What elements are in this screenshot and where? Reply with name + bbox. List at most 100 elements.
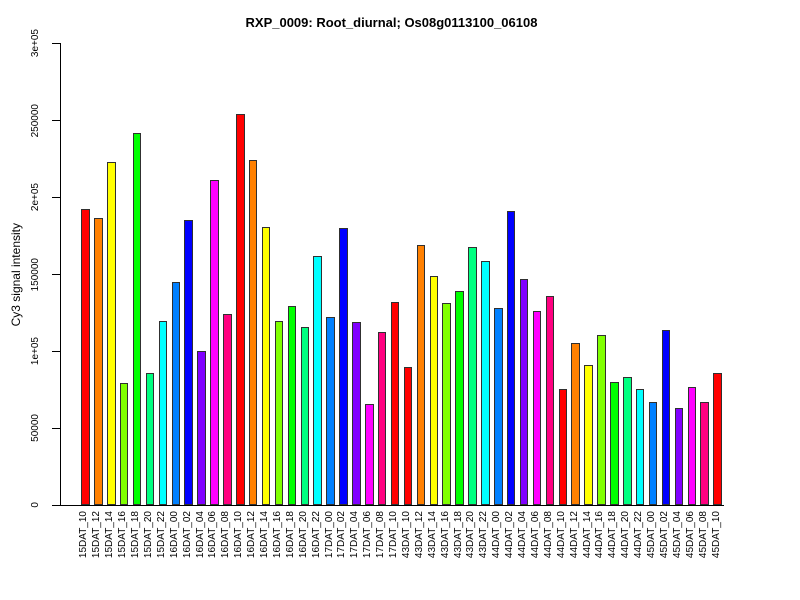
x-tick-label: 16DAT_16 — [271, 511, 283, 559]
bar — [81, 209, 90, 505]
bar — [623, 377, 632, 505]
x-tick-label: 44DAT_16 — [594, 511, 606, 559]
x-tick-label: 17DAT_08 — [375, 511, 387, 559]
x-tick-label: 45DAT_00 — [646, 511, 658, 559]
bar — [287, 306, 297, 505]
x-tick-label: 44DAT_08 — [542, 511, 554, 559]
x-tick-label: 43DAT_16 — [439, 511, 451, 559]
x-tick-label: 43DAT_18 — [452, 511, 464, 559]
bar — [236, 114, 245, 505]
x-tick-label: 17DAT_02 — [336, 511, 348, 559]
x-tick-label: 16DAT_14 — [259, 511, 271, 559]
bar — [468, 246, 477, 505]
y-tick-mark — [52, 350, 60, 352]
x-tick-label: 15DAT_18 — [130, 511, 142, 559]
x-tick-label: 16DAT_12 — [246, 511, 258, 559]
bar — [390, 301, 400, 505]
bar — [300, 326, 309, 505]
y-tick-label: 1e+05 — [30, 337, 41, 366]
y-tick-label: 150000 — [30, 257, 41, 291]
x-tick-label: 45DAT_04 — [671, 511, 683, 559]
x-tick-label: 16DAT_08 — [220, 511, 232, 559]
bar — [132, 133, 142, 505]
bar — [648, 401, 658, 505]
bar — [94, 218, 103, 505]
y-tick-mark — [52, 273, 60, 275]
bar — [661, 330, 671, 505]
bar — [584, 365, 593, 505]
y-tick-label: 250000 — [30, 103, 41, 137]
bar — [442, 303, 451, 505]
x-tick-label: 45DAT_10 — [710, 511, 722, 559]
bar — [635, 389, 645, 505]
x-tick-label: 16DAT_10 — [233, 511, 245, 559]
x-tick-label: 16DAT_00 — [168, 511, 180, 559]
x-tick-label: 44DAT_10 — [555, 511, 567, 559]
x-tick-label: 17DAT_10 — [388, 511, 400, 559]
y-tick-label: 50000 — [30, 414, 41, 442]
x-tick-label: 43DAT_10 — [400, 511, 412, 559]
x-tick-label: 44DAT_00 — [491, 511, 503, 559]
y-tick-mark — [52, 427, 60, 429]
y-tick-mark — [52, 504, 60, 506]
y-tick-mark — [52, 196, 60, 198]
bar — [261, 226, 271, 505]
x-tick-label: 15DAT_22 — [155, 511, 167, 559]
bar — [506, 211, 516, 505]
y-tick-mark — [52, 42, 60, 44]
bar — [158, 320, 168, 505]
bar — [365, 404, 374, 505]
x-tick-label: 45DAT_06 — [684, 511, 696, 559]
y-tick-mark — [52, 119, 60, 121]
bar — [700, 402, 709, 505]
bar — [713, 373, 722, 505]
bar — [610, 381, 619, 505]
bar — [674, 408, 684, 505]
x-tick-label: 43DAT_12 — [413, 511, 425, 559]
bar — [519, 278, 529, 505]
x-tick-label: 16DAT_02 — [181, 511, 193, 559]
bar — [429, 275, 438, 505]
x-tick-label: 44DAT_18 — [607, 511, 619, 559]
x-tick-label: 17DAT_06 — [362, 511, 374, 559]
y-axis-title: Cy3 signal intensity — [9, 222, 23, 326]
x-tick-label: 16DAT_22 — [310, 511, 322, 559]
bar — [403, 367, 413, 505]
bar — [416, 244, 426, 505]
x-tick-label: 15DAT_12 — [91, 511, 103, 559]
chart-title: RXP_0009: Root_diurnal; Os08g0113100_061… — [245, 15, 538, 30]
x-tick-label: 43DAT_14 — [426, 511, 438, 559]
plot-area — [60, 43, 724, 506]
x-tick-label: 44DAT_20 — [620, 511, 632, 559]
bar — [481, 261, 490, 505]
x-tick-label: 16DAT_06 — [207, 511, 219, 559]
x-tick-label: 43DAT_20 — [465, 511, 477, 559]
bar — [184, 219, 193, 505]
bar — [223, 314, 232, 505]
bar — [210, 180, 219, 505]
x-tick-label: 15DAT_16 — [117, 511, 129, 559]
bar — [339, 228, 348, 505]
bar — [455, 290, 464, 505]
bar — [558, 389, 567, 505]
bar — [274, 320, 284, 505]
x-tick-label: 45DAT_08 — [697, 511, 709, 559]
bar — [197, 350, 206, 505]
bar — [313, 255, 322, 505]
y-tick-label: 3e+05 — [30, 29, 41, 58]
y-tick-label: 2e+05 — [30, 183, 41, 212]
bar — [532, 310, 542, 505]
bar — [248, 160, 258, 505]
x-tick-label: 15DAT_20 — [142, 511, 154, 559]
x-tick-label: 15DAT_10 — [78, 511, 90, 559]
y-tick-label: 0 — [30, 502, 41, 508]
bar — [545, 296, 555, 505]
x-tick-label: 17DAT_00 — [323, 511, 335, 559]
bar — [145, 373, 155, 505]
bar — [494, 308, 503, 505]
bar — [597, 335, 606, 505]
bar — [377, 331, 387, 505]
bar — [119, 383, 129, 505]
bar — [571, 342, 580, 505]
